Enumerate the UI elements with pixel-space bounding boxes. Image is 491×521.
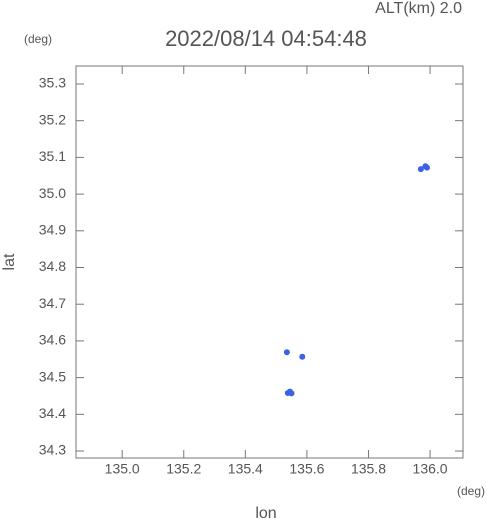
y-tick-label: 35.3 [39,75,66,91]
x-tick-label: 135.0 [105,461,140,477]
chart-title: 2022/08/14 04:54:48 [165,26,367,51]
chart-subtitle: ALT(km) 2.0 [375,0,462,17]
y-tick-label: 34.4 [39,405,66,421]
y-tick-label: 35.1 [39,148,66,164]
y-tick-label: 35.2 [39,111,66,127]
y-tick-label: 34.5 [39,368,66,384]
y-tick-label: 35.0 [39,185,66,201]
x-tick-label: 135.2 [166,461,201,477]
echo-point [417,166,424,173]
x-tick-label: 135.4 [228,461,263,477]
plot-frame [75,65,464,459]
y-tick-label: 34.9 [39,222,66,238]
echo-point [423,164,430,171]
x-axis-label: lon [255,505,276,521]
echo-point [299,353,306,360]
y-axis-label: lat [1,253,18,270]
y-tick-label: 34.3 [39,442,66,458]
x-tick-label: 135.8 [351,461,386,477]
y-tick-label: 34.7 [39,295,66,311]
y-tick-label: 34.6 [39,332,66,348]
x-tick-label: 136.0 [413,461,448,477]
echo-point [288,390,295,397]
echo-point [283,349,290,356]
y-tick-label: 34.8 [39,258,66,274]
y-unit: (deg) [24,32,52,46]
x-unit: (deg) [457,484,485,498]
x-tick-label: 135.6 [289,461,324,477]
